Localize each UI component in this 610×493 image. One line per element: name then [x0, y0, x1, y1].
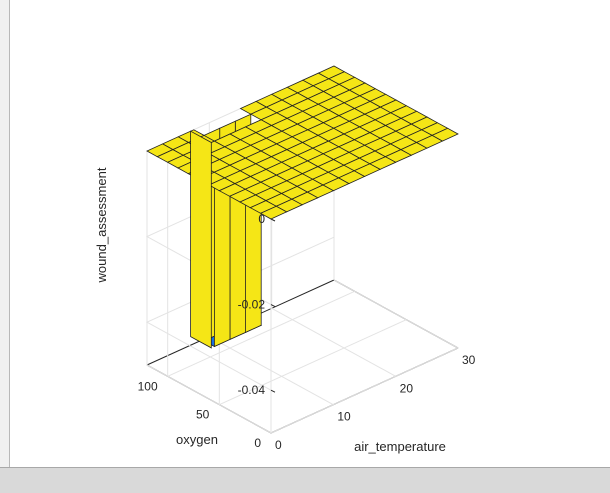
z-axis-label: wound_assessment — [94, 167, 109, 283]
z-tick-mark — [270, 304, 276, 308]
x-tick-label: 20 — [400, 381, 414, 395]
x-gridline-floor — [209, 336, 334, 406]
y-gridline-floor — [270, 347, 459, 434]
figure-canvas: -0.04 -0.02 0 0 50 100 0 10 20 30 wound_assessmen… — [9, 0, 610, 467]
status-bar — [0, 467, 610, 493]
z-tick-mark — [270, 389, 276, 393]
trough-side-wall — [190, 130, 212, 349]
y-axis-label: oxygen — [176, 432, 218, 447]
z-tick-mark — [270, 218, 276, 222]
surface-patch — [259, 205, 288, 220]
z-tick-label: 0 — [258, 212, 265, 226]
y-tick-label: 50 — [196, 408, 210, 422]
z-tick-label: -0.04 — [238, 383, 266, 397]
x-axis-label: air_temperature — [354, 439, 446, 454]
x-tick-label: 10 — [337, 410, 351, 424]
x-gridline-floor — [333, 279, 459, 349]
y-gridline-floor — [167, 290, 355, 377]
y-gridline-floor — [219, 319, 407, 406]
x-gridline-floor — [271, 307, 396, 377]
y-tick-label: 0 — [254, 436, 261, 450]
z-tick-label: -0.02 — [238, 298, 266, 312]
x-tick-label: 30 — [462, 353, 476, 367]
x-gridline-floor — [146, 364, 272, 434]
y-tick-label: 100 — [138, 379, 158, 393]
x-tick-label: 0 — [275, 438, 282, 452]
